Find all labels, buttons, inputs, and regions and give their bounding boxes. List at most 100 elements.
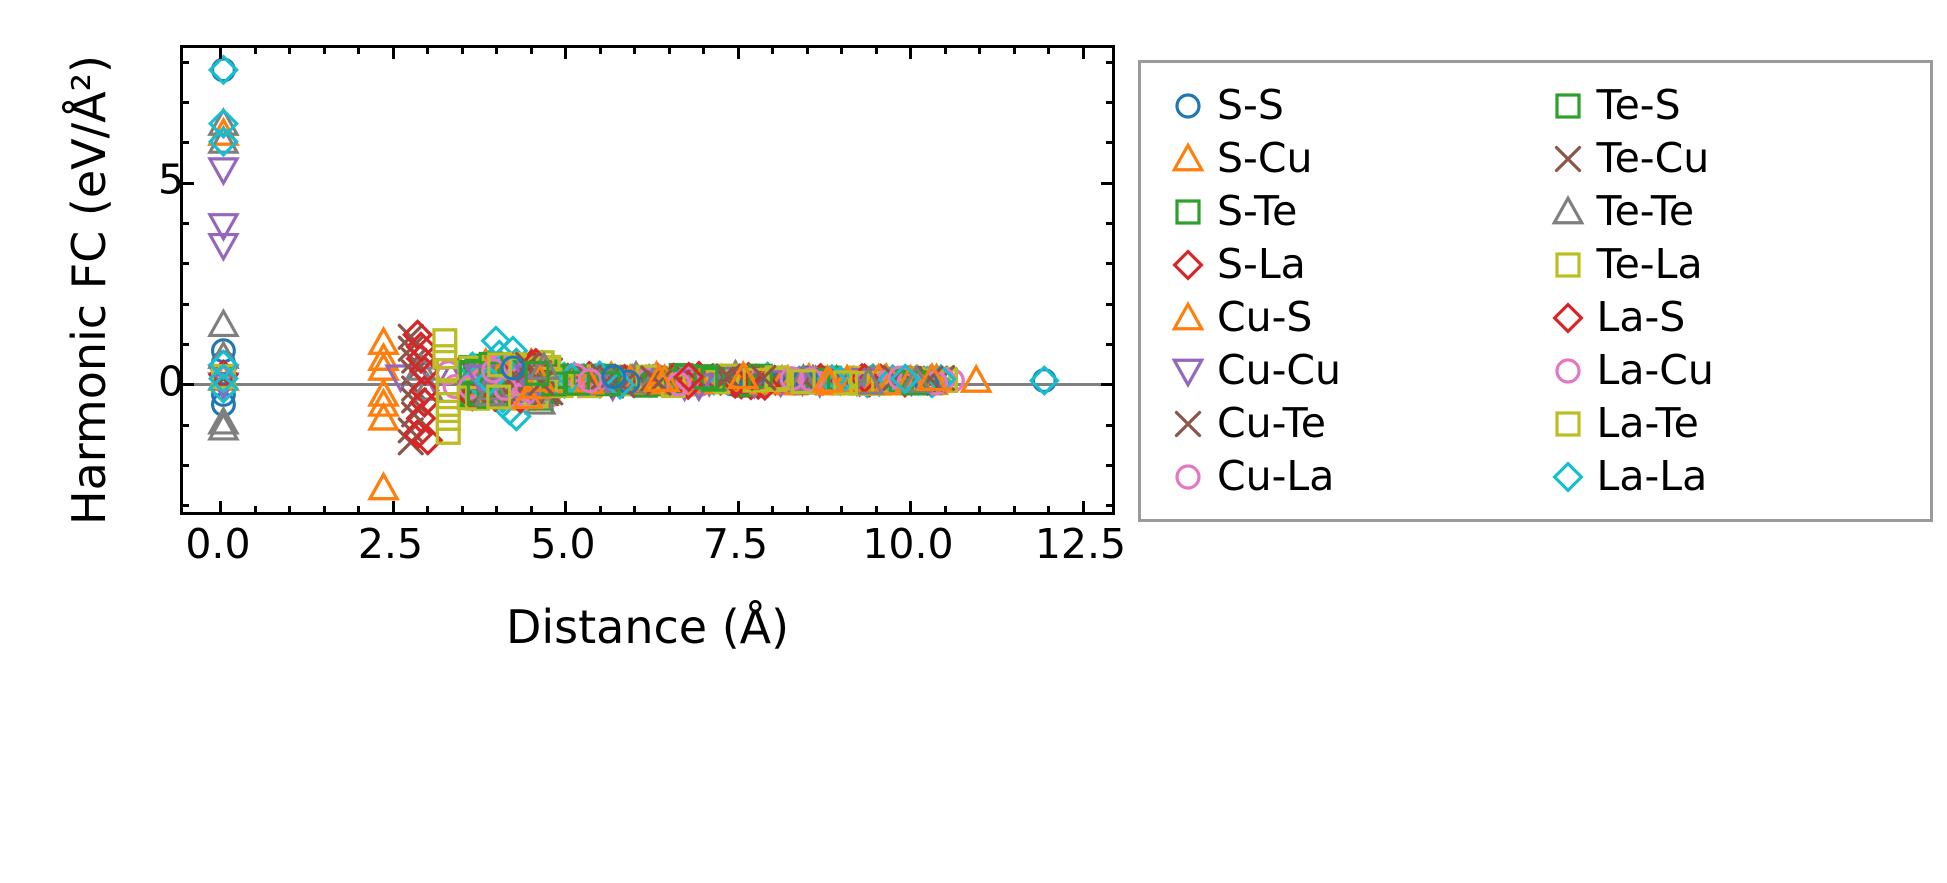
x-tick-top	[253, 47, 257, 54]
x-tick-top	[978, 47, 982, 54]
x-tick-minor	[357, 506, 361, 513]
x-tick-minor	[288, 506, 292, 513]
legend-entry-la-la[interactable]: La-La	[1539, 450, 1919, 503]
marker-triangle-up	[642, 362, 676, 392]
legend-label: S-S	[1217, 81, 1284, 129]
marker-triangle-up	[207, 116, 240, 146]
x-tick-minor	[1047, 506, 1051, 513]
x-tick-minor	[598, 506, 602, 513]
marker-diamond	[207, 373, 239, 405]
marker-diamond	[408, 375, 440, 407]
x-tick-label: 2.5	[357, 520, 424, 568]
marker-diamond	[207, 349, 239, 381]
x-tick-major	[736, 501, 740, 513]
marker-triangle-up	[367, 341, 400, 371]
circle-icon	[1159, 86, 1217, 126]
x-tick-top	[805, 47, 809, 54]
marker-circle	[1175, 463, 1201, 490]
series-s-cu	[207, 116, 993, 501]
marker-diamond	[889, 363, 921, 395]
legend-entry-te-te[interactable]: Te-Te	[1539, 185, 1919, 238]
marker-circle	[210, 57, 236, 83]
y-tick-right	[1106, 221, 1113, 225]
legend-label: S-La	[1217, 240, 1306, 288]
x-tick-major	[564, 501, 568, 513]
marker-triangle-up	[207, 116, 240, 146]
marker-triangle-down	[207, 232, 240, 262]
x-tick-minor	[1012, 506, 1016, 513]
x-tick-top	[460, 47, 464, 54]
x-tick-minor	[840, 506, 844, 513]
x-tick-top	[840, 47, 844, 54]
legend-entry-s-s[interactable]: S-S	[1159, 79, 1539, 132]
legend-entry-s-cu[interactable]: S-Cu	[1159, 132, 1539, 185]
x-tick-minor	[771, 506, 775, 513]
marker-square	[1554, 251, 1581, 278]
marker-triangle-up	[915, 362, 949, 391]
legend-label: La-S	[1596, 293, 1686, 341]
marker-circle	[577, 368, 603, 394]
marker-square	[764, 365, 790, 391]
marker-triangle-up	[681, 365, 714, 395]
legend-entry-cu-te[interactable]: Cu-Te	[1159, 397, 1539, 450]
marker-triangle-up	[367, 387, 400, 417]
legend-entry-la-s[interactable]: La-S	[1539, 291, 1919, 344]
x-tick-major	[219, 501, 223, 513]
plot-area	[180, 45, 1115, 515]
y-tick-minor	[182, 343, 189, 347]
legend-entry-la-te[interactable]: La-Te	[1539, 397, 1919, 450]
marker-triangle-up	[959, 363, 993, 393]
marker-diamond	[749, 370, 781, 402]
square-icon	[1539, 245, 1597, 285]
y-tick-minor	[182, 464, 189, 468]
marker-triangle-down	[207, 157, 240, 187]
marker-square	[1175, 198, 1201, 225]
legend-entry-cu-s[interactable]: Cu-S	[1159, 291, 1539, 344]
x-tick-top	[909, 47, 913, 59]
legend-entry-la-cu[interactable]: La-Cu	[1539, 344, 1919, 397]
marker-diamond	[500, 400, 532, 432]
y-tick-minor	[182, 60, 189, 64]
marker-diamond	[207, 54, 239, 86]
x-tick-top	[564, 47, 568, 59]
marker-square	[432, 328, 458, 354]
x-tick-top	[391, 47, 395, 59]
x-tick-top	[219, 47, 223, 59]
legend-column-2: Te-S Te-Cu Te-Te Te-La La-S La-Cu La-Te La-La	[1539, 79, 1919, 503]
x-tick-top	[1047, 47, 1051, 54]
marker-diamond	[207, 363, 239, 395]
data-points-layer	[207, 54, 1060, 501]
legend-entry-cu-la[interactable]: Cu-La	[1159, 450, 1539, 503]
marker-square	[435, 419, 461, 445]
x-tick-top	[288, 47, 292, 54]
legend-columns: S-S S-Cu S-Te S-La Cu-S Cu-Cu Cu-Te Cu-La Te-S Te…	[1159, 79, 1918, 503]
x-tick-minor	[978, 506, 982, 513]
marker-circle	[481, 358, 506, 384]
x-tick-top	[702, 47, 706, 54]
x-tick-top	[529, 47, 533, 54]
marker-circle	[500, 355, 526, 381]
marker-triangle-up	[1171, 141, 1205, 171]
legend-entry-te-cu[interactable]: Te-Cu	[1539, 132, 1919, 185]
marker-square	[693, 364, 719, 390]
marker-triangle-up	[1551, 194, 1584, 224]
marker-triangle-up	[367, 325, 400, 355]
legend-label: Te-Cu	[1596, 134, 1710, 182]
legend-label: Cu-Te	[1217, 399, 1326, 447]
legend-entry-s-la[interactable]: S-La	[1159, 238, 1539, 291]
legend-entry-te-s[interactable]: Te-S	[1539, 79, 1919, 132]
marker-triangle-up	[811, 363, 844, 393]
y-axis-label: Harmonic FC (eV/Å²)	[62, 55, 116, 525]
legend-label: S-Cu	[1217, 134, 1313, 182]
square-icon	[1539, 404, 1597, 444]
x-tick-label: 12.5	[1034, 520, 1127, 568]
marker-triangle-up	[207, 308, 240, 337]
circle-icon	[1539, 351, 1597, 391]
legend-entry-te-la[interactable]: Te-La	[1539, 238, 1919, 291]
legend-entry-s-te[interactable]: S-Te	[1159, 185, 1539, 238]
x-tick-minor	[805, 506, 809, 513]
series-baseline-density	[456, 346, 958, 414]
marker-triangle-up	[367, 471, 400, 501]
legend-entry-cu-cu[interactable]: Cu-Cu	[1159, 344, 1539, 397]
triangle-up-icon	[1159, 139, 1217, 179]
